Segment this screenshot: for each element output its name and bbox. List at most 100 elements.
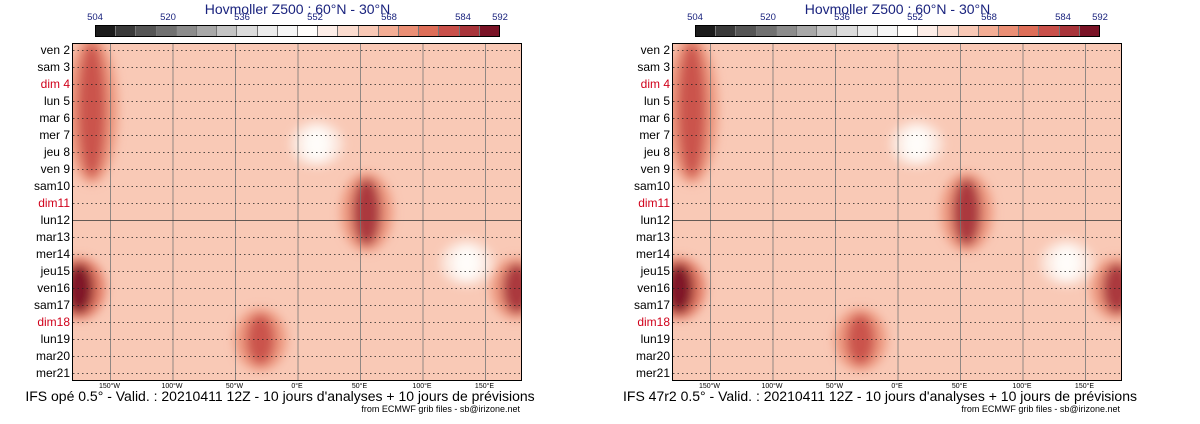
colorbar-swatch — [1059, 26, 1080, 36]
trough-blob — [440, 240, 493, 286]
colorbar-swatch — [837, 26, 858, 36]
y-tick-label: dim 4 — [640, 76, 670, 91]
colorbar-swatch — [298, 26, 319, 36]
colorbar — [95, 25, 500, 37]
ridge-blob — [940, 172, 993, 252]
colorbar-swatch — [419, 26, 440, 36]
y-tick-label: dim18 — [637, 314, 670, 329]
y-tick-label: mar13 — [35, 229, 70, 244]
ridge-blob — [340, 172, 393, 252]
colorbar-swatch — [817, 26, 838, 36]
y-tick-label: mer21 — [635, 365, 670, 380]
colorbar-tick-label: 552 — [307, 12, 323, 23]
y-tick-label: lun 5 — [43, 93, 70, 108]
colorbar-swatch — [479, 26, 500, 36]
x-tick-label: 50°E — [951, 383, 968, 390]
colorbar-tick-label: 536 — [234, 12, 250, 23]
y-tick-label: jeu 8 — [643, 144, 670, 159]
x-tick-label: 50°W — [225, 383, 244, 390]
colorbar-tick-label: 568 — [381, 12, 397, 23]
x-tick-label: 150°W — [698, 383, 721, 390]
hovmoller-svg — [673, 44, 1121, 380]
y-tick-label: sam 3 — [37, 59, 70, 74]
x-tick-label: 50°W — [825, 383, 844, 390]
y-tick-label: mer14 — [635, 246, 670, 261]
x-tick-label: 100°W — [161, 383, 183, 390]
y-tick-label: dim11 — [38, 195, 70, 210]
colorbar-swatch — [338, 26, 359, 36]
ridge-blob — [234, 308, 287, 371]
colorbar-swatch — [938, 26, 959, 36]
hovmoller-plot — [672, 43, 1122, 381]
colorbar-swatch — [318, 26, 339, 36]
x-tick-label: 150°E — [1074, 383, 1095, 390]
y-tick-label: ven16 — [37, 280, 70, 295]
x-tick-label: 0°E — [891, 383, 903, 390]
y-tick-label: mar13 — [635, 229, 670, 244]
colorbar-swatch — [439, 26, 460, 36]
colorbar-tick-label: 592 — [1092, 12, 1108, 23]
colorbar-tick-label: 584 — [1055, 12, 1071, 23]
colorbar-tick-label: 568 — [981, 12, 997, 23]
y-tick-label: mer14 — [35, 246, 70, 261]
chart-title: Hovmoller Z500 : 60°N - 30°N — [804, 1, 991, 17]
colorbar-swatch — [736, 26, 757, 36]
y-tick-label: sam17 — [33, 297, 70, 312]
colorbar-swatch — [399, 26, 420, 36]
colorbar-swatch — [898, 26, 919, 36]
y-tick-label: sam17 — [633, 297, 670, 312]
y-tick-label: mar20 — [635, 348, 670, 363]
colorbar-swatch — [277, 26, 299, 36]
ridge-blob — [73, 44, 118, 184]
y-tick-label: dim 4 — [40, 76, 70, 91]
trough-blob — [1040, 240, 1093, 286]
y-tick-label: ven 2 — [40, 42, 70, 57]
x-tick-label: 100°E — [412, 383, 432, 390]
hovmoller-plot — [72, 43, 522, 381]
chart-title: Hovmoller Z500 : 60°N - 30°N — [204, 1, 391, 17]
colorbar-tick-label: 520 — [760, 12, 776, 23]
colorbar-swatch — [1019, 26, 1040, 36]
colorbar-swatch — [358, 26, 379, 36]
y-tick-label: dim11 — [638, 195, 670, 210]
colorbar-swatch — [978, 26, 1000, 36]
colorbar-tick-label: 520 — [160, 12, 176, 23]
colorbar-tick-label: 504 — [687, 12, 703, 23]
colorbar-tick-label: 552 — [907, 12, 923, 23]
colorbar-swatch — [857, 26, 878, 36]
trough-blob — [290, 121, 343, 167]
colorbar-swatch — [156, 26, 177, 36]
colorbar-swatch — [176, 26, 198, 36]
colorbar-swatch — [136, 26, 157, 36]
chart-caption: IFS 47r2 0.5° - Valid. : 20210411 12Z - … — [623, 388, 1137, 404]
trough-blob — [890, 121, 943, 167]
colorbar-swatch — [96, 26, 117, 36]
source-credit: from ECMWF grib files - sb@irizone.net — [961, 404, 1120, 414]
y-tick-label: mar20 — [35, 348, 70, 363]
y-tick-label: lun19 — [40, 331, 70, 346]
y-tick-label: mer 7 — [639, 127, 670, 142]
y-tick-label: jeu 8 — [43, 144, 70, 159]
source-credit: from ECMWF grib files - sb@irizone.net — [361, 404, 520, 414]
y-tick-label: ven 2 — [640, 42, 670, 57]
y-tick-label: lun12 — [640, 212, 670, 227]
y-tick-label: jeu15 — [640, 263, 670, 278]
colorbar-tick-label: 504 — [87, 12, 103, 23]
y-tick-label: mar 6 — [639, 110, 670, 125]
y-tick-label: lun 5 — [643, 93, 670, 108]
x-tick-label: 0°E — [291, 383, 303, 390]
x-tick-label: 150°W — [98, 383, 121, 390]
y-tick-label: mar 6 — [39, 110, 70, 125]
ridge-blob — [834, 308, 887, 371]
colorbar-swatch — [958, 26, 979, 36]
colorbar-swatch — [237, 26, 258, 36]
colorbar-swatch — [918, 26, 939, 36]
colorbar-swatch — [116, 26, 137, 36]
hovmoller-svg — [73, 44, 521, 380]
colorbar-swatch — [797, 26, 818, 36]
y-tick-label: lun19 — [640, 331, 670, 346]
chart-caption: IFS opé 0.5° - Valid. : 20210411 12Z - 1… — [25, 388, 535, 404]
y-tick-label: ven 9 — [640, 161, 670, 176]
y-tick-label: sam10 — [33, 178, 70, 193]
colorbar-swatch — [776, 26, 798, 36]
